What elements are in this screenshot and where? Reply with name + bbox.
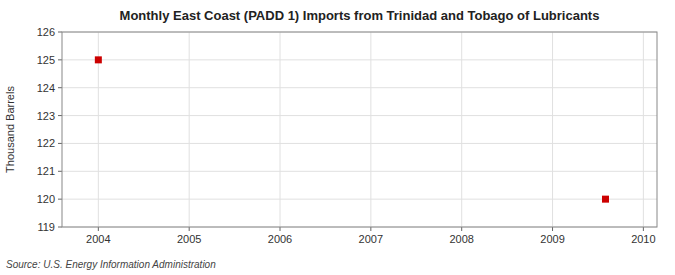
y-tick (58, 115, 62, 116)
y-tick-label: 121 (37, 165, 55, 177)
grid-line-x (461, 32, 462, 227)
points (95, 56, 609, 202)
x-tick-label: 2009 (540, 233, 564, 245)
grid (62, 32, 657, 227)
x-tick-label: 2008 (449, 233, 473, 245)
grid-line-y (62, 143, 657, 144)
grid-line-x (643, 32, 644, 227)
grid-line-y (62, 171, 657, 172)
grid-line-x (370, 32, 371, 227)
y-tick (58, 32, 62, 33)
plot-frame (62, 32, 657, 227)
grid-line-y (62, 59, 657, 60)
y-tick (58, 199, 62, 200)
grid-line-x (552, 32, 553, 227)
source-note: Source: U.S. Energy Information Administ… (6, 259, 216, 270)
point (95, 56, 102, 63)
x-tick (552, 227, 553, 231)
x-tick (189, 227, 190, 231)
y-tick-label: 120 (37, 193, 55, 205)
x-tick-label: 2006 (268, 233, 292, 245)
chart: 2004 2005 2006 2007 2008 2009 2010 119 120 121 122… (0, 0, 675, 275)
title: Monthly East Coast (PADD 1) Imports from… (120, 8, 600, 23)
plot-background (62, 32, 657, 227)
grid-line-y (62, 87, 657, 88)
grid-line-y (62, 115, 657, 116)
y-tick-label: 123 (37, 110, 55, 122)
grid-line-y (62, 199, 657, 200)
y-tick-label: 124 (37, 82, 55, 94)
y-tick-label: 122 (37, 137, 55, 149)
grid-line-x (189, 32, 190, 227)
x-tick (461, 227, 462, 231)
x-tick-label: 2010 (631, 233, 655, 245)
grid-line-x (280, 32, 281, 227)
axes: 2004 2005 2006 2007 2008 2009 2010 119 120 121 122… (37, 26, 656, 245)
point (602, 196, 609, 203)
chart-container: 2004 2005 2006 2007 2008 2009 2010 119 120 121 122… (0, 0, 675, 275)
y-tick (58, 59, 62, 60)
x-tick (643, 227, 644, 231)
x-tick-label: 2007 (359, 233, 383, 245)
x-tick (370, 227, 371, 231)
x-tick-label: 2005 (177, 233, 201, 245)
x-tick (98, 227, 99, 231)
y-tick-label: 119 (37, 221, 55, 233)
y-tick-label: 126 (37, 26, 55, 38)
x-tick (280, 227, 281, 231)
y-axis-label: Thousand Barrels (4, 86, 16, 173)
y-tick (58, 143, 62, 144)
y-tick (58, 87, 62, 88)
x-tick-label: 2004 (86, 233, 110, 245)
y-tick (58, 227, 62, 228)
y-tick-label: 125 (37, 54, 55, 66)
y-tick (58, 171, 62, 172)
